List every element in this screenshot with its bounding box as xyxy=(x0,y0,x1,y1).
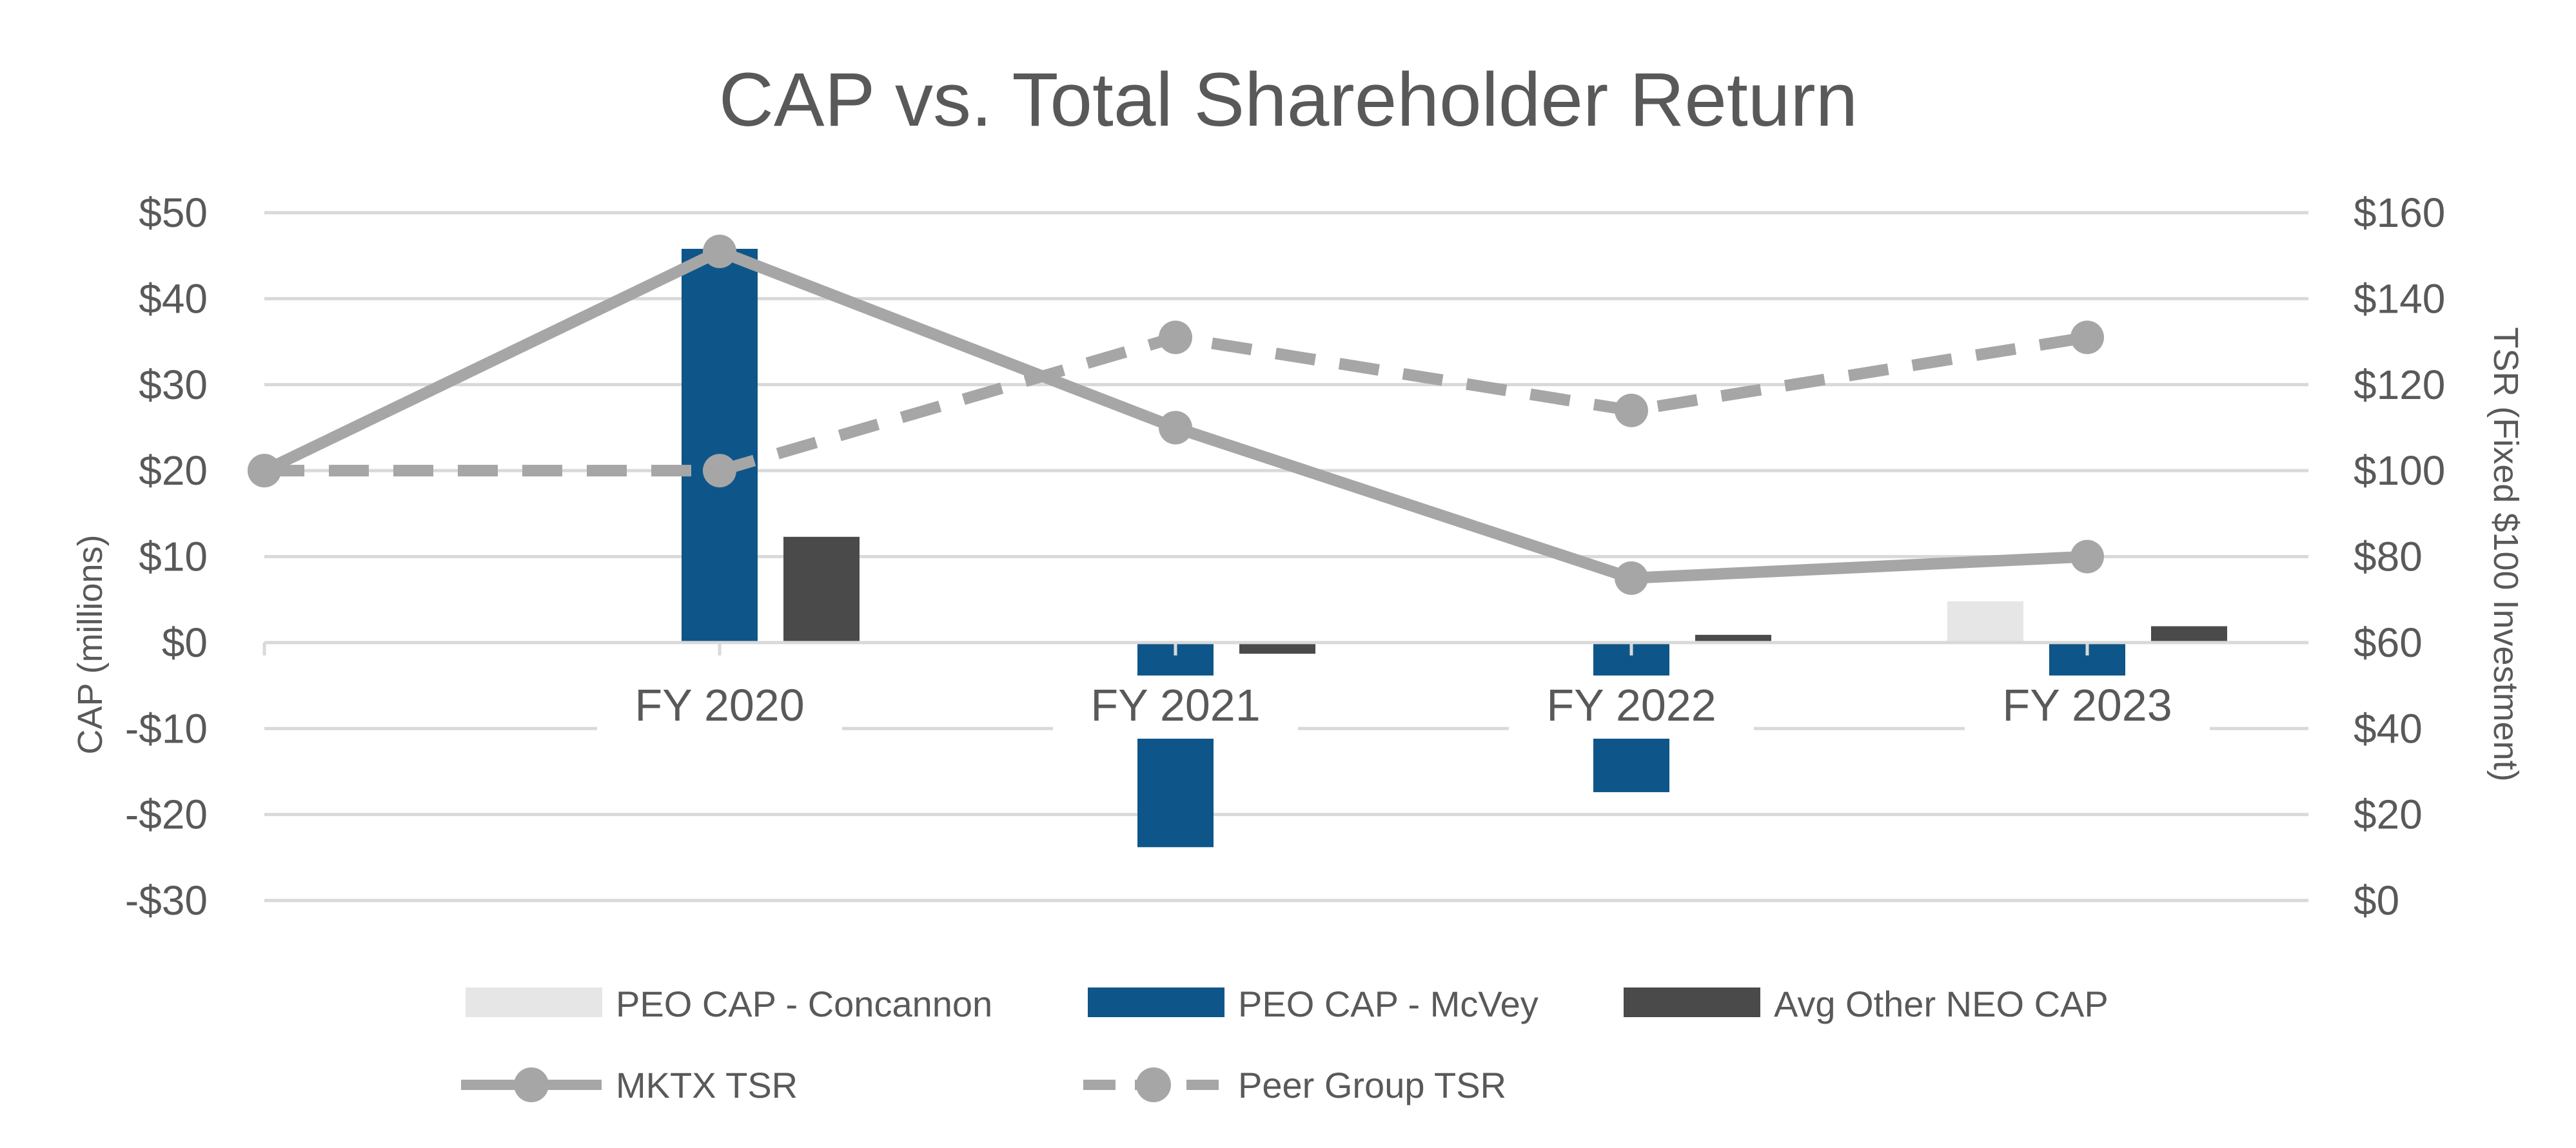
y2-tick-label: $160 xyxy=(2354,190,2445,236)
line-marker xyxy=(2070,320,2104,355)
line-marker xyxy=(1159,320,1192,355)
legend-swatch xyxy=(1624,987,1760,1017)
y2-tick-label: $100 xyxy=(2354,447,2445,494)
right-axis: $160 $140 $120 $100 $80 $60 $40 $20 $0 xyxy=(2354,190,2445,924)
legend: PEO CAP - Concannon PEO CAP - McVey Avg Ot… xyxy=(461,984,2109,1105)
line-marker xyxy=(1159,411,1192,445)
line-peer-group-tsr xyxy=(264,331,2089,477)
line-marker xyxy=(248,454,281,488)
tsr-lines xyxy=(248,235,2104,595)
y2-tick-label: $20 xyxy=(2354,792,2423,838)
line-marker xyxy=(1615,393,1648,427)
bar-avg-other-neo-cap xyxy=(1239,642,1315,654)
bar-peo-cap-mcvey xyxy=(1137,642,1214,848)
category-label: FY 2020 xyxy=(634,680,804,730)
line-marker xyxy=(703,235,736,269)
legend-marker xyxy=(514,1067,549,1102)
y2-tick-label: $120 xyxy=(2354,362,2445,408)
y-tick-label: $20 xyxy=(139,447,208,494)
y-axis-label: CAP (millions) xyxy=(71,534,110,754)
line-marker xyxy=(1615,561,1648,595)
bar-peo-cap-mcvey xyxy=(682,249,758,643)
category-label-bg xyxy=(1509,676,1754,739)
y2-tick-label: $0 xyxy=(2354,877,2399,924)
bar-peo-cap-concannon xyxy=(1947,601,2023,643)
y-tick-label: $50 xyxy=(139,190,208,236)
legend-swatch xyxy=(466,987,602,1017)
y-tick-label: -$20 xyxy=(125,792,208,838)
y2-axis-label: TSR (Fixed $100 Investment) xyxy=(2486,327,2525,781)
legend-swatch xyxy=(1088,987,1224,1017)
bar-avg-other-neo-cap xyxy=(2151,626,2227,643)
legend-label: PEO CAP - Concannon xyxy=(616,984,992,1024)
category-label-bg xyxy=(1965,676,2210,739)
bar-avg-other-neo-cap xyxy=(1695,634,1771,643)
line-marker xyxy=(703,454,736,488)
bars xyxy=(262,249,2308,848)
bar-avg-other-neo-cap xyxy=(783,536,860,643)
chart-title: CAP vs. Total Shareholder Return xyxy=(719,57,1858,142)
y-tick-label: $10 xyxy=(139,534,208,580)
y-tick-label: -$30 xyxy=(125,877,208,924)
y2-tick-label: $140 xyxy=(2354,275,2445,322)
category-label: FY 2022 xyxy=(1546,680,1716,730)
y-tick-label: $40 xyxy=(139,275,208,322)
legend-label: PEO CAP - McVey xyxy=(1238,984,1539,1024)
y2-tick-label: $60 xyxy=(2354,619,2423,666)
y-tick-label: $0 xyxy=(162,619,208,666)
line-marker xyxy=(2070,540,2104,574)
y2-tick-label: $40 xyxy=(2354,705,2423,752)
y-tick-label: $30 xyxy=(139,362,208,408)
category-label: FY 2023 xyxy=(2002,680,2172,730)
legend-marker xyxy=(1136,1067,1171,1102)
left-axis: $50 $40 $30 $20 $10 $0 -$10 -$20 -$30 xyxy=(125,190,208,924)
y-tick-label: -$10 xyxy=(125,705,208,752)
legend-label: Avg Other NEO CAP xyxy=(1774,984,2109,1024)
y2-tick-label: $80 xyxy=(2354,534,2423,580)
legend-label: Peer Group TSR xyxy=(1238,1065,1506,1105)
legend-label: MKTX TSR xyxy=(616,1065,798,1105)
category-label-bg xyxy=(597,676,842,739)
category-label: FY 2021 xyxy=(1090,680,1260,730)
category-labels: FY 2020 FY 2021 FY 2022 FY 2023 xyxy=(597,676,2210,739)
category-label-bg xyxy=(1053,676,1298,739)
